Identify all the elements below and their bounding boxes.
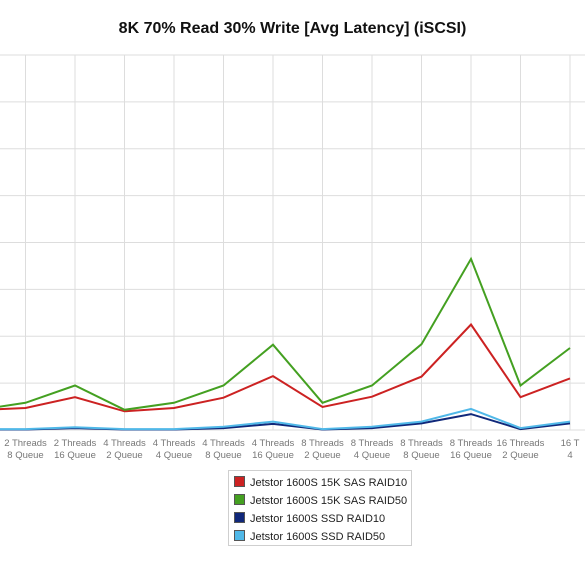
x-tick-label: 8 Threads	[450, 438, 493, 449]
x-tick-label: 4 Queue	[156, 450, 192, 461]
x-tick-label: 16 Queue	[252, 450, 294, 461]
x-tick-label: 2 Queue	[502, 450, 538, 461]
legend-item-sas-raid10: Jetstor 1600S 15K SAS RAID10	[234, 474, 411, 492]
x-tick-label: 8 Queue	[7, 450, 43, 461]
legend-swatch	[234, 494, 245, 505]
chart-title: 8K 70% Read 30% Write [Avg Latency] (iSC…	[118, 20, 467, 37]
x-tick-label: 2 Queue	[106, 450, 142, 461]
x-tick-label: 16 T	[561, 438, 580, 449]
chart-legend: Jetstor 1600S 15K SAS RAID10 Jetstor 160…	[228, 470, 412, 546]
x-tick-label: 4 Queue	[354, 450, 390, 461]
legend-label: Jetstor 1600S 15K SAS RAID50	[250, 495, 408, 507]
x-tick-label: 2 Threads	[54, 438, 97, 449]
x-tick-label: 2 Threads	[4, 438, 47, 449]
chart-series	[0, 256, 571, 431]
x-tick-label: 2 Queue	[304, 450, 340, 461]
series-line-1	[0, 256, 571, 411]
chart-grid	[0, 54, 585, 431]
x-tick-label: 8 Threads	[351, 438, 394, 449]
legend-label: Jetstor 1600S SSD RAID50	[250, 531, 386, 543]
x-tick-label: 16 Queue	[54, 450, 96, 461]
legend-item-sas-raid50: Jetstor 1600S 15K SAS RAID50	[234, 492, 411, 510]
x-tick-label: 4 Threads	[103, 438, 146, 449]
x-tick-label: 4 Threads	[153, 438, 196, 449]
legend-swatch	[234, 512, 245, 523]
x-tick-label: 16 Queue	[450, 450, 492, 461]
legend-label: Jetstor 1600S 15K SAS RAID10	[250, 477, 408, 489]
legend-item-ssd-raid50: Jetstor 1600S SSD RAID50	[234, 528, 411, 546]
x-tick-label: 4	[567, 450, 572, 461]
x-tick-label: 4 Threads	[202, 438, 245, 449]
legend-label: Jetstor 1600S SSD RAID10	[250, 513, 386, 525]
x-tick-label: 8 Queue	[403, 450, 439, 461]
x-tick-label: 8 Threads	[400, 438, 443, 449]
x-tick-label: 4 Threads	[252, 438, 295, 449]
x-tick-label: 8 Threads	[301, 438, 344, 449]
legend-swatch	[234, 530, 245, 541]
series-line-0	[0, 322, 571, 413]
x-tick-label: 16 Threads	[497, 438, 545, 449]
x-tick-label: 8 Queue	[205, 450, 241, 461]
legend-item-ssd-raid10: Jetstor 1600S SSD RAID10	[234, 510, 411, 528]
legend-swatch	[234, 476, 245, 487]
